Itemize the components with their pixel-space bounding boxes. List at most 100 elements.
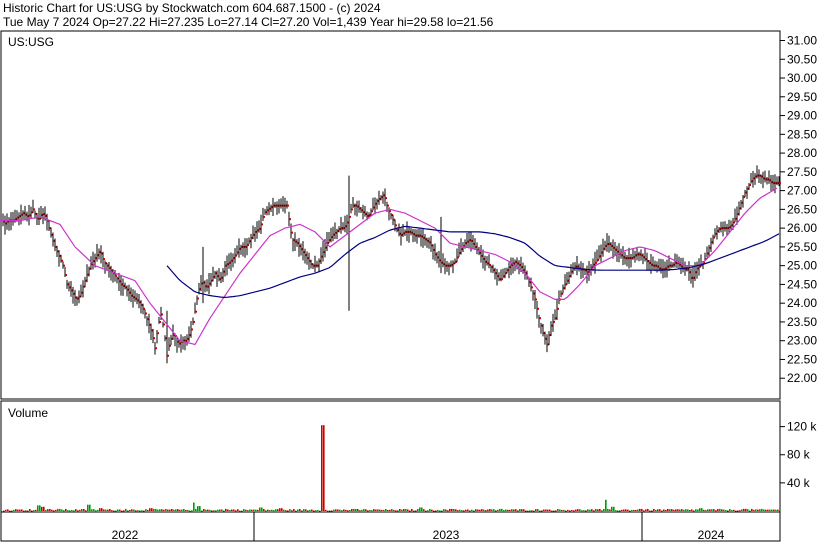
volume-bar	[381, 509, 383, 511]
volume-bar	[545, 509, 547, 511]
volume-bar	[247, 510, 249, 512]
volume-bar	[331, 510, 333, 512]
price-close-mark	[633, 256, 635, 259]
price-close-mark	[243, 245, 245, 248]
price-close-mark	[139, 301, 141, 304]
volume-bar	[359, 510, 361, 512]
price-close-mark	[511, 263, 513, 266]
price-close-mark	[255, 230, 257, 233]
volume-bar	[527, 510, 529, 512]
volume-bar	[133, 509, 135, 511]
volume-bar	[323, 425, 325, 511]
price-close-mark	[337, 229, 339, 232]
price-close-mark	[59, 254, 61, 257]
volume-bar	[187, 509, 189, 511]
volume-bar	[673, 509, 675, 511]
price-close-mark	[107, 264, 109, 267]
price-close-mark	[439, 259, 441, 262]
price-close-mark	[171, 337, 173, 340]
volume-bar	[225, 508, 227, 511]
volume-panel: Volume 120 k 80 k 40 k	[0, 400, 817, 513]
volume-bar	[75, 509, 77, 511]
volume-bar	[49, 508, 51, 511]
price-close-mark	[21, 213, 23, 216]
volume-bar	[183, 508, 185, 511]
price-close-mark	[83, 285, 85, 288]
price-close-mark	[205, 285, 207, 288]
price-panel-label: US:USG	[8, 35, 54, 49]
price-y-tick-label: 22.00	[787, 371, 817, 385]
price-close-mark	[119, 280, 121, 283]
volume-bar	[559, 509, 561, 511]
volume-bar	[411, 508, 413, 511]
volume-bar	[751, 508, 753, 511]
volume-bar	[313, 510, 315, 512]
volume-bar	[627, 509, 629, 511]
price-close-mark	[117, 277, 119, 280]
volume-bar	[525, 510, 527, 512]
volume-bar	[207, 509, 209, 511]
volume-bar	[653, 508, 655, 511]
price-close-mark	[673, 263, 675, 266]
price-close-mark	[69, 286, 71, 289]
price-close-mark	[635, 254, 637, 257]
price-close-mark	[161, 313, 163, 316]
volume-bar	[601, 510, 603, 512]
price-close-mark	[51, 233, 53, 236]
volume-bar	[103, 509, 105, 511]
price-y-tick-label: 29.00	[787, 109, 817, 123]
price-close-mark	[725, 227, 727, 230]
price-close-mark	[199, 288, 201, 291]
price-close-mark	[349, 215, 351, 218]
price-close-mark	[455, 260, 457, 263]
price-close-mark	[773, 182, 775, 185]
volume-bar	[637, 509, 639, 511]
volume-bar	[35, 509, 37, 511]
volume-bar	[375, 509, 377, 511]
volume-bar	[277, 509, 279, 511]
volume-bar	[407, 509, 409, 511]
volume-bar	[595, 509, 597, 511]
volume-bar	[95, 510, 97, 512]
price-close-mark	[25, 213, 27, 216]
volume-bar	[219, 509, 221, 511]
price-close-mark	[239, 247, 241, 250]
volume-bar	[585, 510, 587, 512]
volume-bar	[569, 510, 571, 512]
price-close-mark	[73, 292, 75, 295]
volume-bar	[571, 509, 573, 511]
volume-panel-frame	[0, 400, 781, 513]
volume-bar	[215, 510, 217, 512]
volume-bar	[403, 509, 405, 511]
price-close-mark	[737, 213, 739, 216]
price-close-mark	[775, 182, 777, 185]
price-close-mark	[693, 276, 695, 279]
price-close-mark	[273, 204, 275, 207]
price-close-mark	[679, 263, 681, 266]
price-close-mark	[27, 215, 29, 218]
price-close-mark	[97, 254, 99, 257]
price-close-mark	[285, 204, 287, 207]
volume-bar	[715, 510, 717, 512]
volume-bar	[743, 508, 745, 511]
price-close-mark	[291, 231, 293, 234]
volume-bar	[285, 510, 287, 512]
volume-bar	[445, 509, 447, 511]
volume-bar	[669, 509, 671, 511]
price-close-mark	[721, 227, 723, 230]
price-close-mark	[111, 269, 113, 272]
volume-bar	[361, 509, 363, 511]
volume-bar	[397, 510, 399, 512]
price-close-mark	[421, 235, 423, 238]
volume-bar	[211, 510, 213, 512]
volume-bar	[537, 509, 539, 511]
volume-bar	[53, 510, 55, 512]
price-close-mark	[479, 251, 481, 254]
price-close-mark	[131, 294, 133, 297]
volume-bar	[139, 510, 141, 512]
volume-bar	[181, 509, 183, 511]
price-close-mark	[361, 209, 363, 212]
volume-bar	[419, 507, 421, 511]
price-close-mark	[351, 208, 353, 211]
volume-bar	[649, 510, 651, 512]
